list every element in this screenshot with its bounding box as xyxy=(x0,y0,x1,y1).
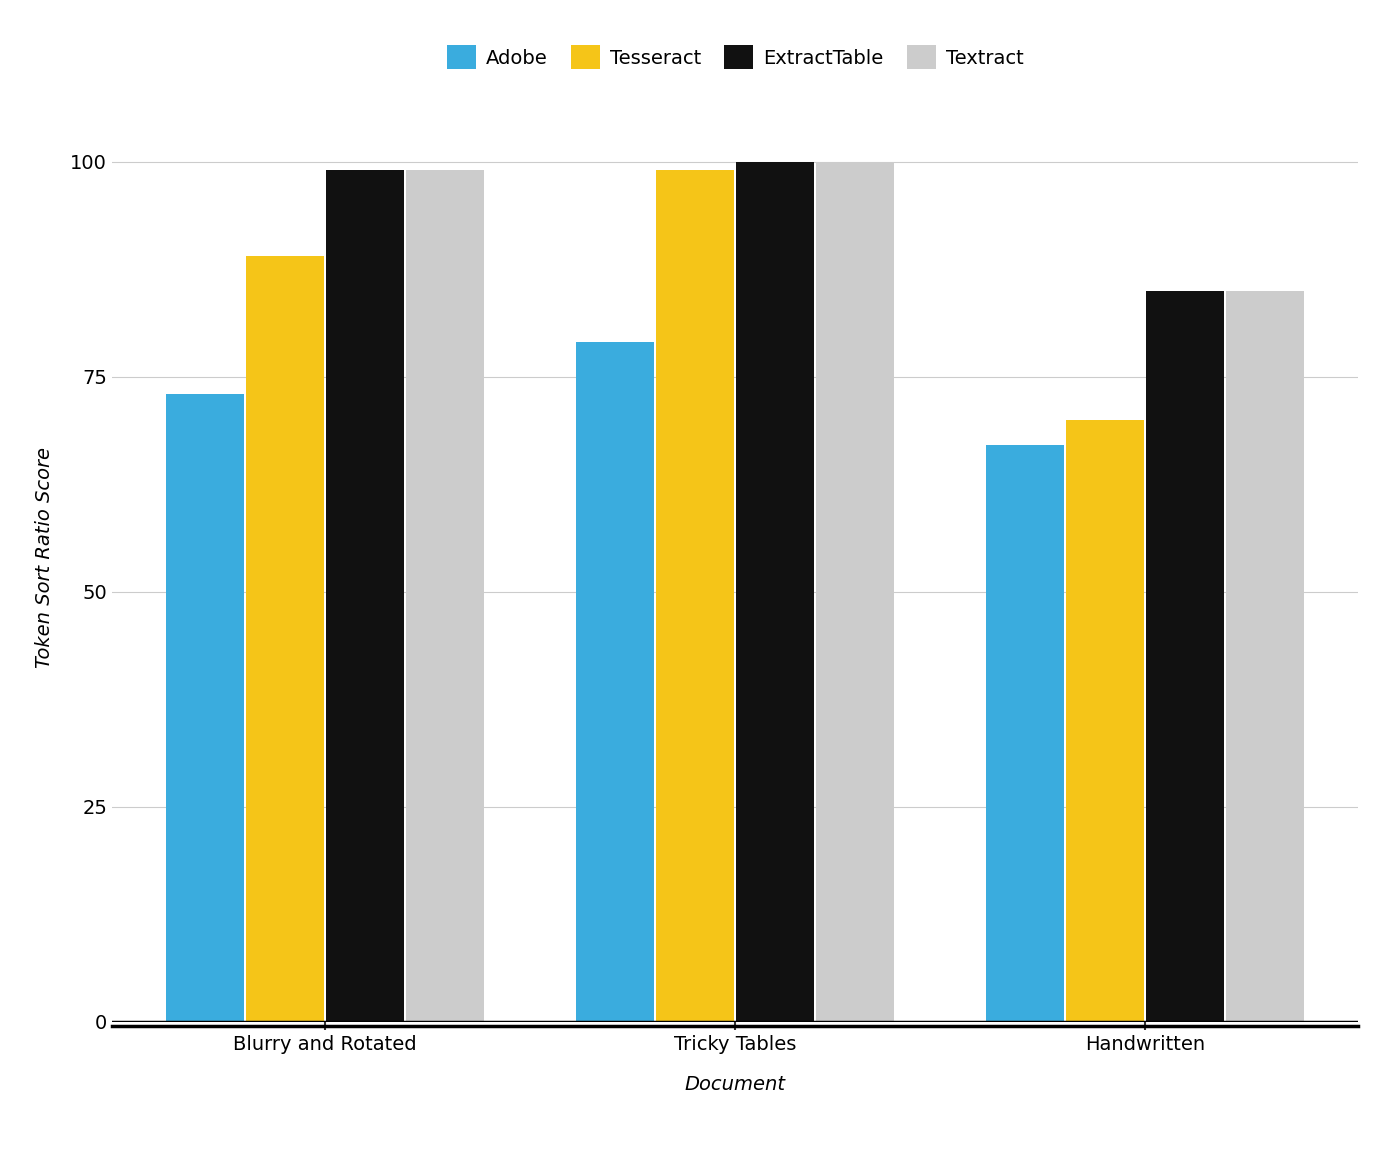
Bar xyxy=(1065,419,1144,1022)
Bar xyxy=(246,257,325,1022)
Bar xyxy=(816,161,893,1022)
Bar xyxy=(736,161,813,1022)
Bar xyxy=(406,171,484,1022)
Bar xyxy=(167,394,244,1022)
Bar xyxy=(1226,290,1303,1022)
Y-axis label: Token Sort Ratio Score: Token Sort Ratio Score xyxy=(35,447,53,668)
Bar xyxy=(577,342,654,1022)
Bar xyxy=(657,171,734,1022)
Bar xyxy=(1145,290,1224,1022)
Legend: Adobe, Tesseract, ExtractTable, Textract: Adobe, Tesseract, ExtractTable, Textract xyxy=(440,37,1030,77)
X-axis label: Document: Document xyxy=(685,1075,785,1094)
Bar xyxy=(326,171,405,1022)
Bar xyxy=(986,446,1064,1022)
